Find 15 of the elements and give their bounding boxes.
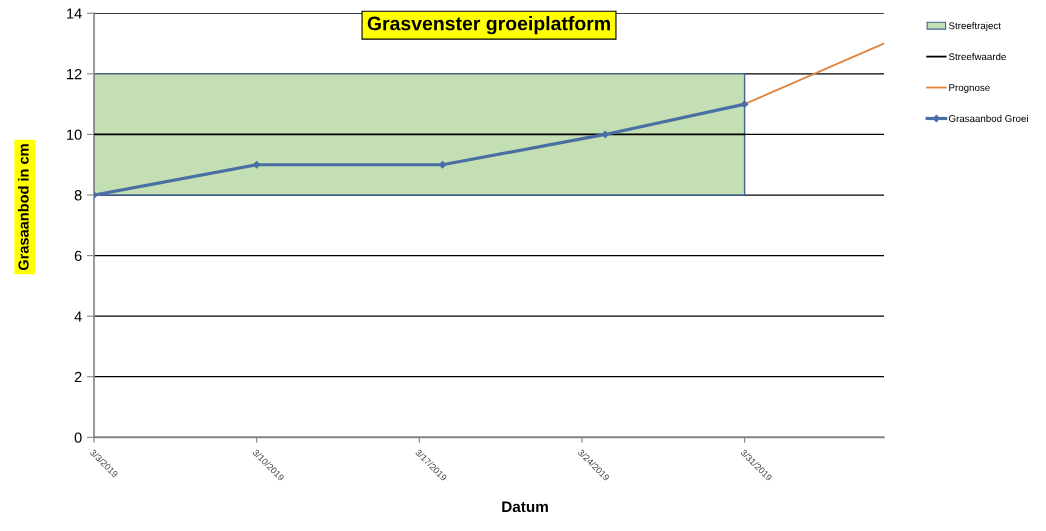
y-tick-label: 8	[74, 190, 82, 201]
x-axis-title: Datum	[502, 501, 548, 513]
y-tick-label: 2	[74, 371, 82, 383]
y-tick-label: 10	[67, 129, 82, 140]
legend-label: Prognose	[949, 84, 990, 93]
y-tick-label: 12	[67, 68, 82, 80]
chart-title: Grasvenster groeiplatform	[367, 16, 610, 35]
y-tick-label: 14	[67, 8, 82, 19]
legend-label: Streeftraject	[948, 22, 1001, 32]
y-axis-title: Grasaanbod in cm	[18, 144, 29, 271]
y-tick-label: 0	[74, 432, 82, 443]
legend-label: Grasaanbod Groei	[949, 114, 1028, 122]
legend-label: Streefwaarde	[948, 52, 1006, 61]
y-tick-label: 4	[74, 311, 82, 322]
y-tick-label: 6	[74, 250, 82, 262]
